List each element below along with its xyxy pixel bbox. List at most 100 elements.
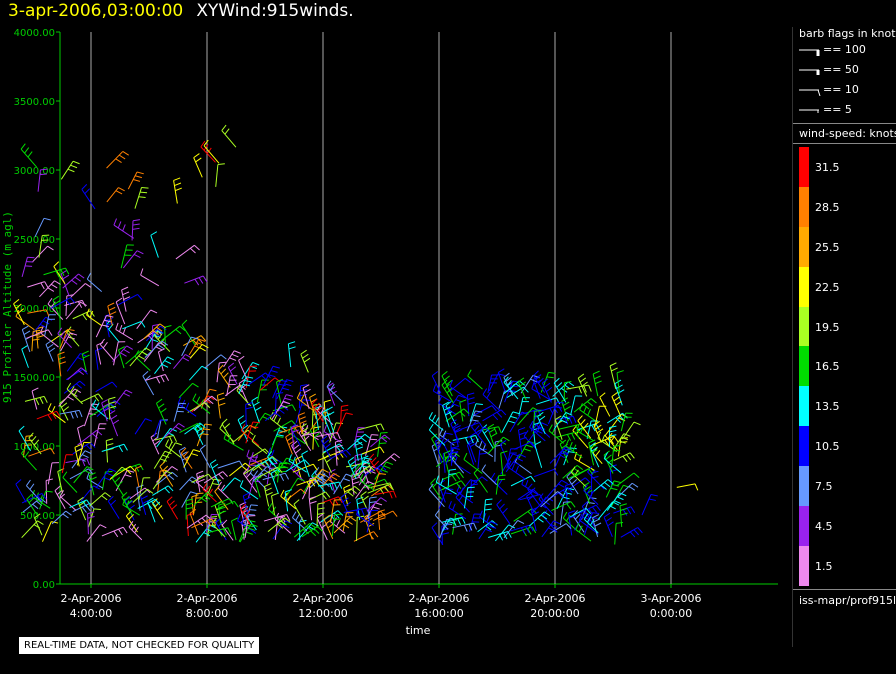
wind-barb: [196, 423, 206, 447]
wind-barb-flag: [301, 450, 308, 455]
wind-barb-flag: [389, 491, 393, 499]
wind-barb: [518, 397, 524, 416]
wind-barb: [37, 169, 41, 192]
wind-barb-flag: [133, 254, 141, 259]
wind-barb-flag: [286, 495, 292, 503]
wind-barb-flag: [244, 462, 251, 469]
wind-barb-flag: [284, 489, 292, 493]
wind-barb-flag: [443, 438, 450, 444]
wind-barb-flag: [122, 327, 127, 335]
wind-barb: [77, 501, 87, 521]
wind-barb: [616, 372, 620, 394]
wind-barb-flag: [81, 300, 86, 307]
wind-barb-flag: [123, 392, 130, 397]
wind-barb-flag: [44, 281, 49, 288]
wind-barb-flag: [553, 520, 561, 525]
wind-barb: [119, 463, 140, 472]
wind-barb: [507, 466, 526, 480]
wind-barb-flag: [299, 425, 304, 433]
wind-barb-flag: [592, 370, 600, 375]
wind-barb-flag: [490, 432, 498, 438]
wind-barb: [292, 517, 308, 532]
wind-barb-flag: [107, 302, 115, 307]
wind-barb-flag: [74, 276, 81, 282]
wind-barb: [122, 321, 142, 330]
wind-barb: [599, 396, 611, 417]
wind-barb-flag: [548, 371, 556, 374]
wind-barb: [50, 329, 68, 343]
wind-barb-flag: [611, 367, 618, 372]
wind-barb: [442, 471, 460, 480]
wind-barb-flag: [173, 435, 178, 442]
wind-barb: [107, 500, 120, 519]
wind-barb-flag: [609, 429, 617, 433]
wind-barb-flag: [566, 503, 572, 510]
wind-barb: [189, 344, 203, 359]
wind-barb: [221, 524, 234, 541]
barb-flag-icon: [799, 69, 820, 75]
wind-barb-flag: [615, 417, 622, 423]
wind-barb-flag: [312, 408, 320, 411]
wind-barb: [566, 476, 579, 495]
wind-barb-flag: [304, 388, 311, 394]
wind-barb: [15, 316, 35, 331]
speed-legend-row: 31.5: [793, 147, 896, 187]
wind-barb-flag: [218, 473, 224, 480]
wind-barb: [248, 372, 266, 386]
wind-barb: [62, 477, 78, 493]
wind-barb-flag: [451, 446, 459, 449]
wind-barb: [622, 421, 635, 440]
wind-barb: [293, 522, 311, 538]
wind-barb: [74, 447, 80, 467]
wind-barb: [20, 148, 38, 168]
wind-barb-flag: [492, 414, 499, 421]
wind-barb-flag: [523, 386, 529, 393]
wind-barb: [155, 471, 173, 486]
wind-barb-flag: [47, 343, 54, 349]
wind-barb-flag: [198, 431, 205, 437]
wind-barb: [107, 305, 113, 326]
barb-flag-icon: [799, 49, 820, 56]
wind-barb-flag: [593, 518, 601, 523]
wind-barb: [253, 412, 266, 429]
wind-barb-flag: [180, 447, 187, 454]
wind-barb-flag: [484, 426, 491, 433]
wind-barb-flag: [546, 376, 554, 379]
wind-barb-flag: [533, 370, 539, 377]
wind-barb: [145, 374, 166, 381]
wind-barb-flag: [150, 432, 157, 438]
wind-barb-flag: [157, 328, 164, 334]
wind-barb-flag: [39, 397, 44, 405]
wind-barb-flag: [127, 469, 135, 473]
wind-barb: [150, 235, 159, 258]
wind-barb-flag: [96, 430, 103, 436]
wind-barb-flag: [25, 439, 33, 442]
wind-barb-flag: [92, 399, 97, 407]
wind-barb-flag: [106, 472, 114, 477]
wind-barb: [272, 462, 281, 481]
x-tick-label: 12:00:00: [298, 607, 347, 620]
wind-barb-flag: [132, 223, 140, 226]
wind-barb-flag: [532, 511, 540, 516]
wind-barb-flag: [467, 401, 475, 405]
wind-barb-flag: [108, 396, 116, 400]
wind-barb: [203, 145, 220, 164]
wind-barb-flag: [327, 478, 335, 484]
wind-barb: [134, 187, 143, 209]
wind-barb: [200, 389, 211, 409]
wind-barb-flag: [311, 470, 317, 477]
wind-barb-flag: [107, 495, 114, 502]
wind-barb: [356, 517, 358, 542]
wind-barb-flag: [586, 516, 592, 523]
wind-barb: [58, 388, 76, 407]
wind-barb-flag: [276, 435, 284, 438]
wind-barb-flag: [616, 521, 624, 524]
wind-barb-flag: [336, 519, 341, 527]
wind-barb: [254, 479, 261, 498]
wind-barb: [342, 512, 347, 532]
wind-barb-flag: [282, 524, 290, 529]
wind-barb: [285, 436, 293, 455]
wind-barb-flag: [380, 423, 385, 431]
wind-barb-flag: [103, 407, 111, 412]
wind-barb: [128, 526, 143, 541]
